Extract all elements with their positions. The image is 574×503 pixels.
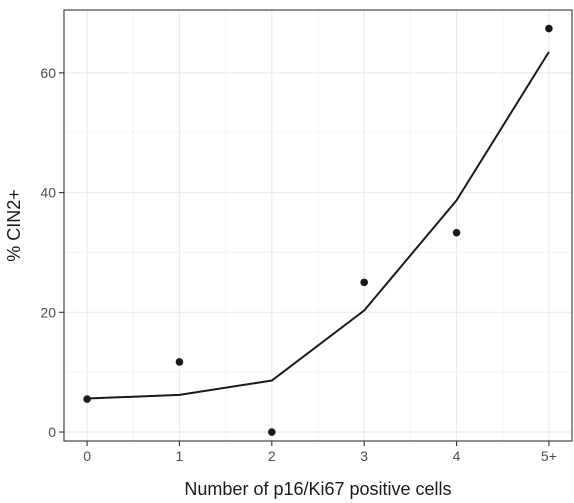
grid-minor (64, 10, 572, 441)
x-axis-title: Number of p16/Ki67 positive cells (184, 479, 451, 499)
data-point (452, 228, 461, 237)
y-axis-title: % CIN2+ (4, 189, 24, 262)
y-axis-ticks: 0 20 40 60 (40, 65, 64, 440)
fitted-line (87, 51, 550, 400)
y-tick-label: 20 (40, 304, 56, 320)
y-tick-label: 60 (40, 65, 56, 81)
data-point (83, 395, 91, 403)
x-tick-label: 2 (268, 448, 276, 464)
data-point (360, 278, 368, 287)
x-tick-label: 3 (360, 448, 368, 464)
y-tick-label: 40 (40, 185, 56, 201)
grid-major (64, 10, 572, 441)
data-point (268, 428, 276, 436)
observed-points (83, 24, 553, 436)
x-tick-label: 5+ (541, 448, 557, 464)
fitted-line-path (87, 51, 550, 400)
x-tick-label: 0 (83, 448, 91, 464)
x-axis-ticks: 0 1 2 3 4 5+ (83, 441, 557, 464)
x-tick-label: 1 (176, 448, 184, 464)
data-point (175, 358, 184, 366)
y-tick-label: 0 (48, 424, 56, 440)
x-tick-label: 4 (453, 448, 461, 464)
panel-border (63, 9, 573, 442)
data-point (545, 24, 553, 33)
